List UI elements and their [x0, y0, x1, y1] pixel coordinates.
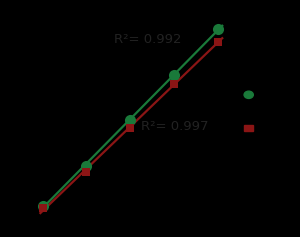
Text: R²= 0.997: R²= 0.997 — [141, 120, 208, 133]
Text: R²= 0.992: R²= 0.992 — [114, 33, 182, 46]
